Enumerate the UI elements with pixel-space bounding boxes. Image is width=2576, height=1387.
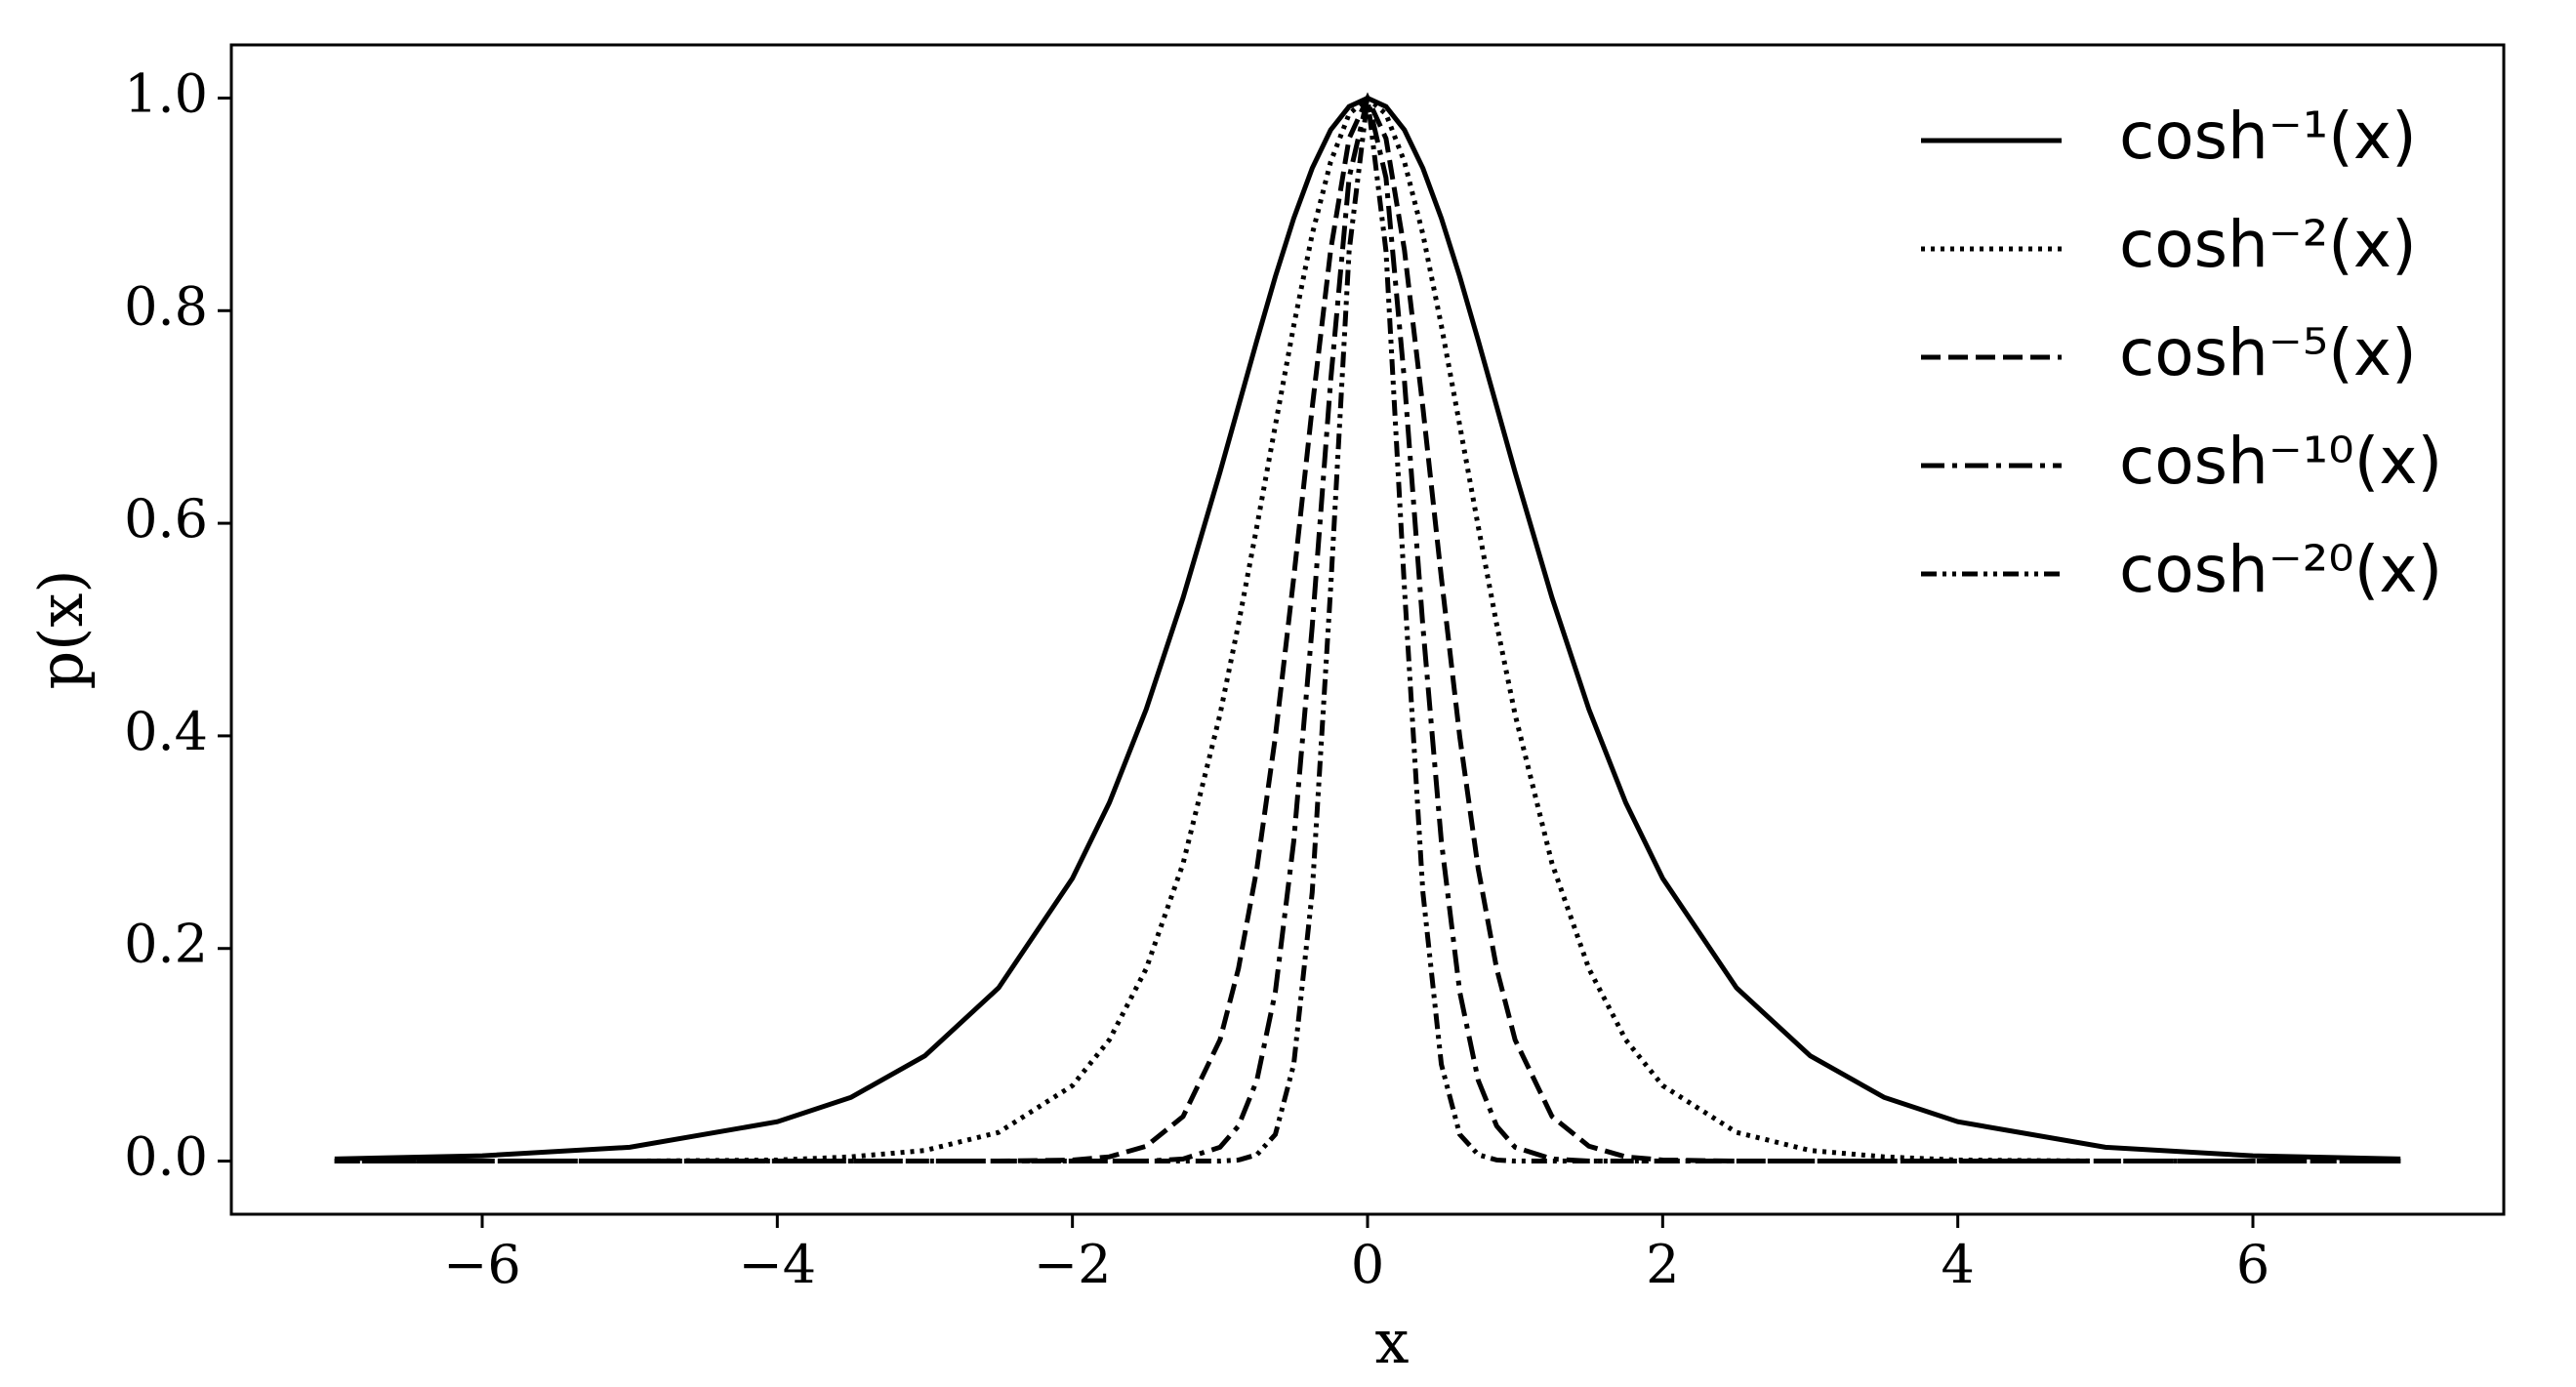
y-tick-label: 0.8 (124, 275, 208, 337)
legend-label: cosh⁻¹⁰(x) (2119, 424, 2442, 499)
x-tick-label: −6 (443, 1234, 521, 1295)
y-tick-label: 0.4 (124, 701, 208, 762)
x-axis-label: x (1375, 1306, 1410, 1377)
legend-label: cosh⁻²(x) (2119, 207, 2417, 282)
y-tick-label: 0.6 (124, 488, 208, 550)
x-tick-label: −4 (739, 1234, 817, 1295)
x-tick-label: 0 (1351, 1234, 1384, 1295)
x-tick-label: 2 (1646, 1234, 1679, 1295)
y-axis-label: p(x) (25, 569, 97, 689)
x-tick-label: 4 (1941, 1234, 1974, 1295)
y-tick-label: 1.0 (124, 62, 208, 124)
legend-label: cosh⁻⁵(x) (2119, 315, 2417, 390)
x-tick-label: −2 (1034, 1234, 1112, 1295)
line-series (334, 98, 2401, 1164)
legend-label: cosh⁻²⁰(x) (2119, 532, 2442, 607)
y-tick-label: 0.2 (124, 914, 208, 975)
y-tick-label: 0.0 (124, 1126, 208, 1188)
x-tick-label: 6 (2236, 1234, 2269, 1295)
legend-label: cosh⁻¹(x) (2119, 99, 2417, 174)
plot-frame (229, 43, 2506, 1216)
